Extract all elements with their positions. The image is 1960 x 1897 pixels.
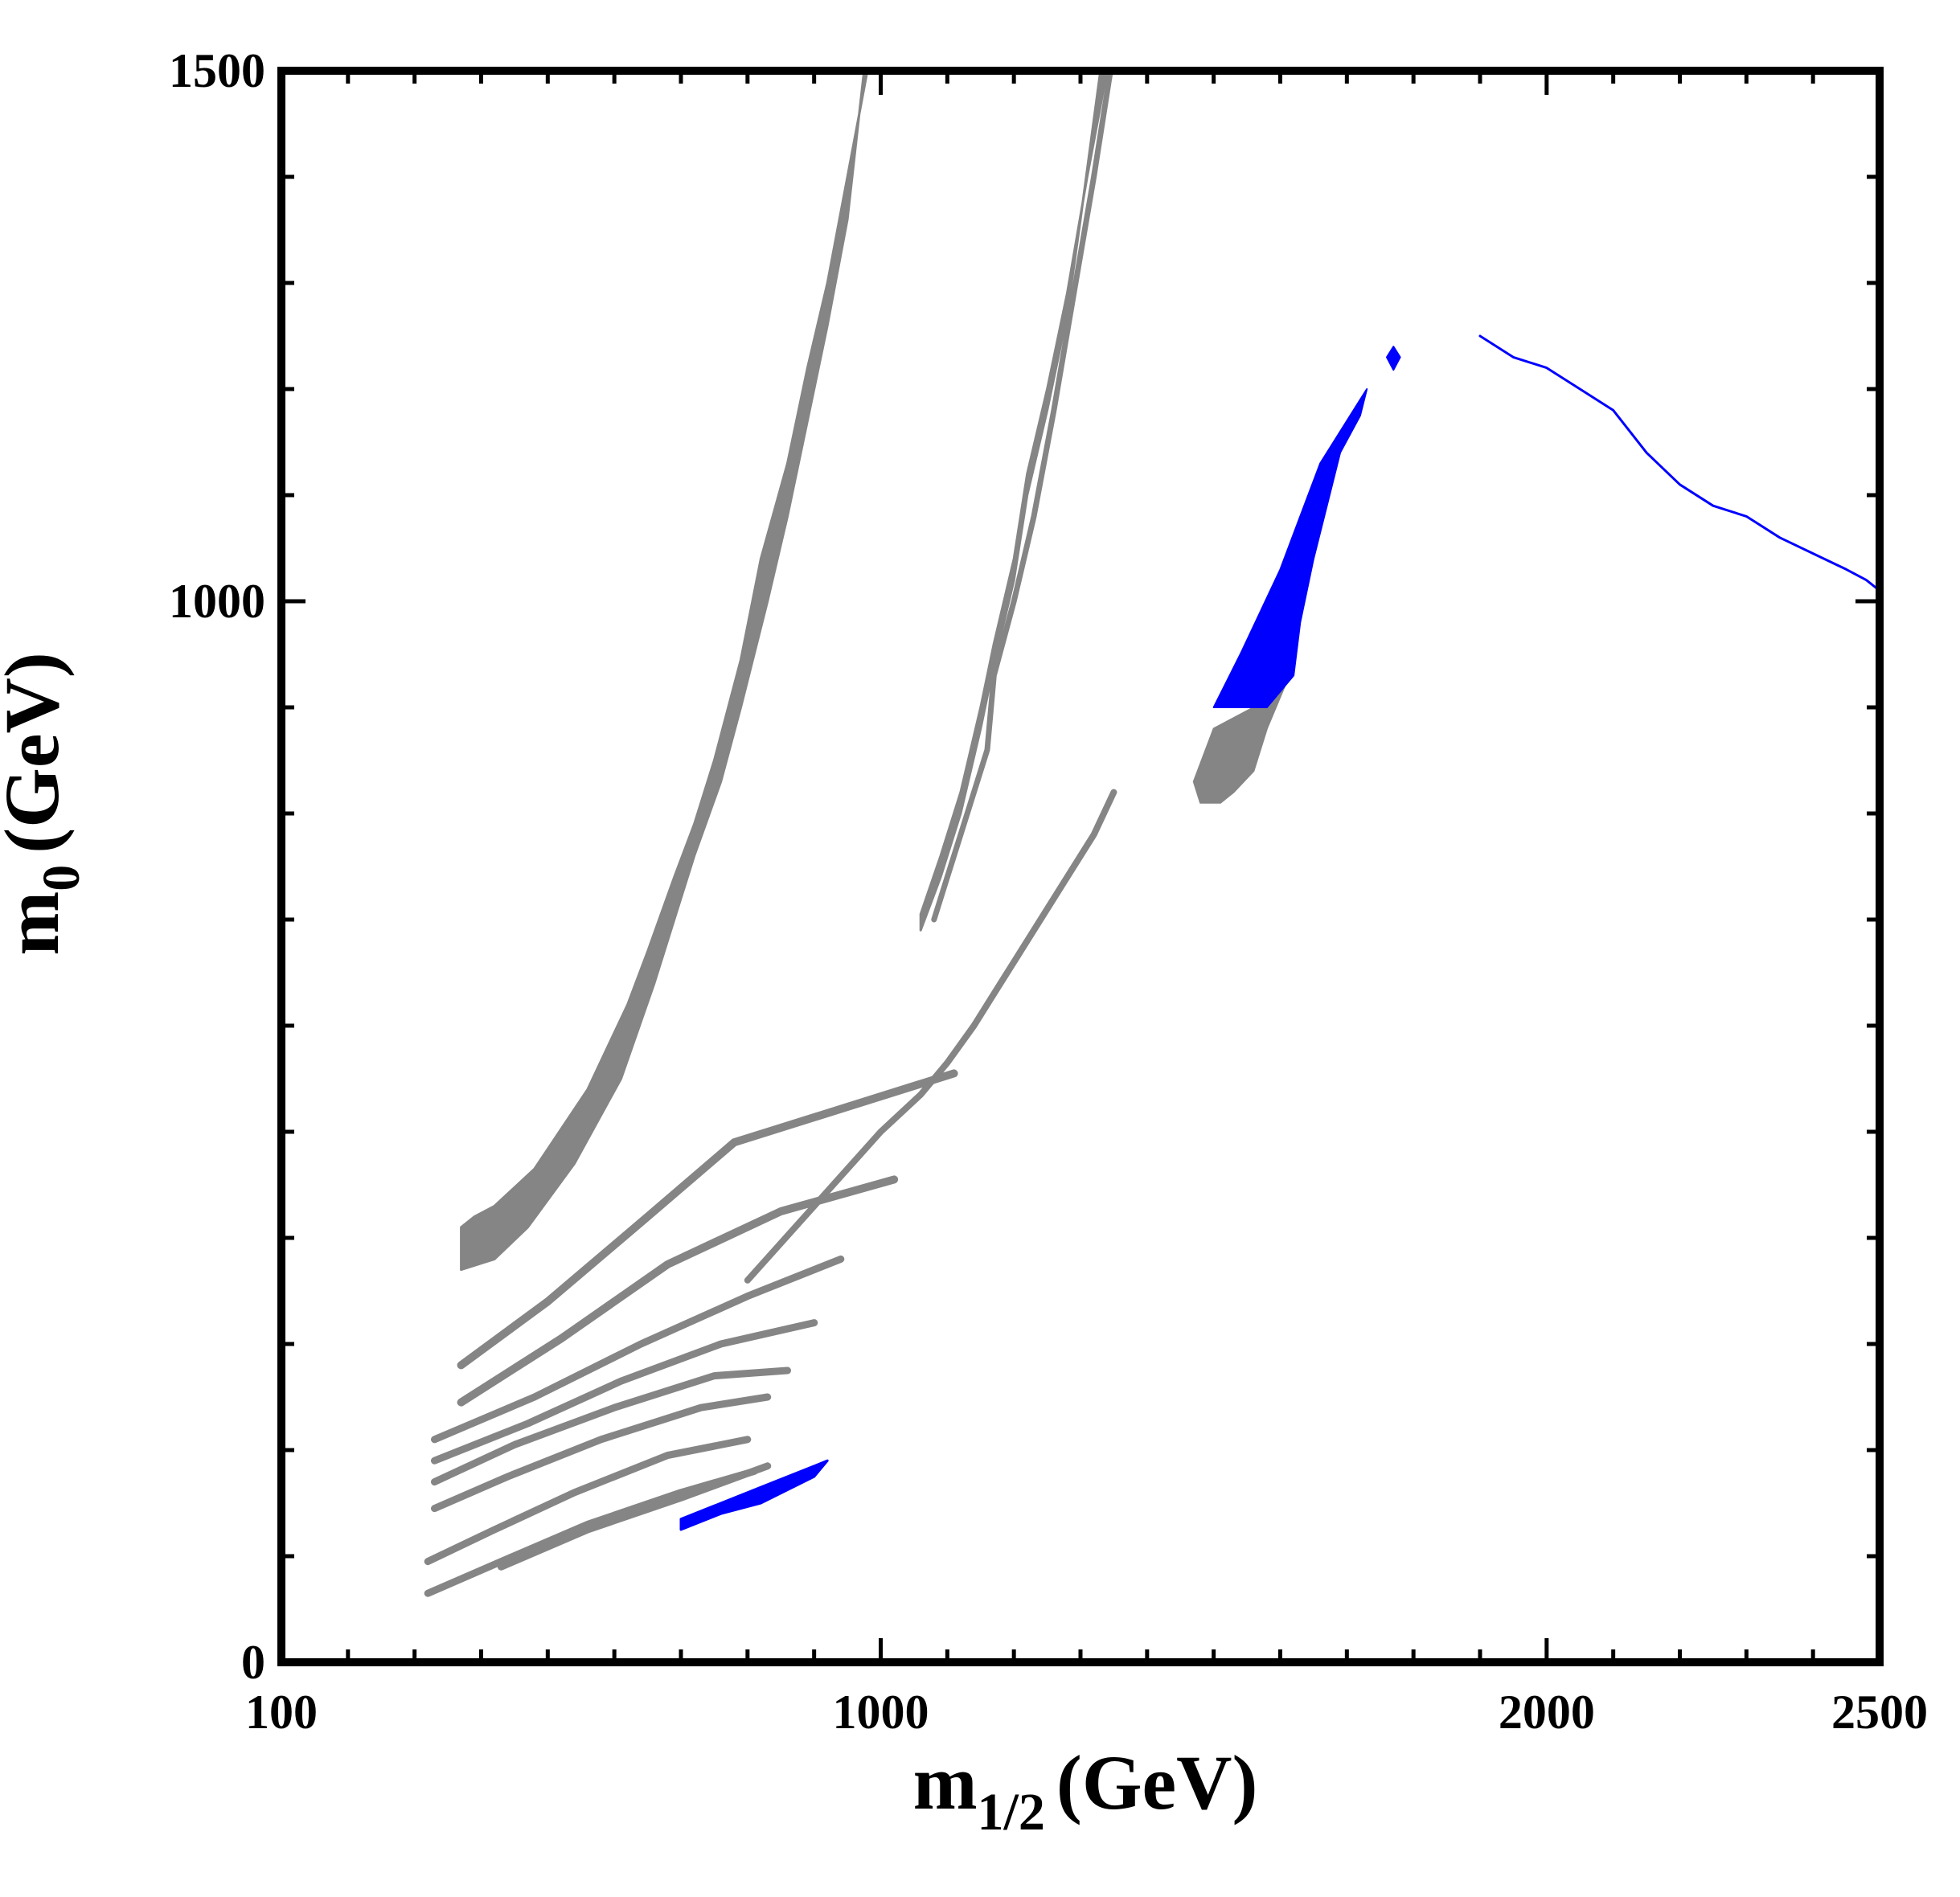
labels-layer: 100 1000 2000 2500 0 1000 1500 <box>169 44 1928 1739</box>
series-gray-wiggle-4 <box>431 1319 818 1465</box>
x-axis-label-unit: (GeV) <box>1056 1739 1258 1825</box>
y-axis-label-main: m <box>0 891 75 956</box>
x-axis-label-subscript: 1/2 <box>978 1783 1045 1842</box>
y-tick-label-1000: 1000 <box>169 575 265 628</box>
series-gray-wiggle-7 <box>424 1436 752 1566</box>
x-axis-label-main: m <box>913 1739 978 1825</box>
x-tick-label-100: 100 <box>245 1686 318 1739</box>
series-blue-main-region <box>1212 388 1368 708</box>
x-tick-label-2000: 2000 <box>1499 1686 1595 1739</box>
series-layer <box>424 68 1881 1597</box>
y-axis-label: m0 (GeV) <box>0 652 91 956</box>
y-tick-label-1500: 1500 <box>169 44 265 97</box>
series-gray-steep-line <box>931 68 1113 923</box>
y-tick-label-0: 0 <box>241 1636 265 1689</box>
series-gray-wiggle-1 <box>457 1069 958 1370</box>
plot-frame <box>277 67 1884 1666</box>
series-gray-wiggle-2 <box>457 1175 899 1407</box>
series-blue-small-island <box>1386 346 1401 371</box>
series-blue-lower-band <box>679 1459 829 1531</box>
series-gray-diagonal <box>744 789 1117 1284</box>
series-gray-wiggle-5 <box>431 1366 791 1486</box>
x-axis-label: m1/2 (GeV) <box>913 1739 1258 1842</box>
series-gray-wiggle-3 <box>431 1255 845 1444</box>
series-blue-outline-right <box>1478 334 1881 592</box>
x-tick-label-2500: 2500 <box>1831 1686 1928 1739</box>
y-axis-label-unit: (GeV) <box>0 652 75 854</box>
series-gray-wiggle-6 <box>431 1393 772 1513</box>
series-gray-wiggle-9 <box>497 1462 772 1571</box>
y-axis-label-subscript: 0 <box>32 865 91 891</box>
x-tick-label-1000: 1000 <box>833 1686 929 1739</box>
